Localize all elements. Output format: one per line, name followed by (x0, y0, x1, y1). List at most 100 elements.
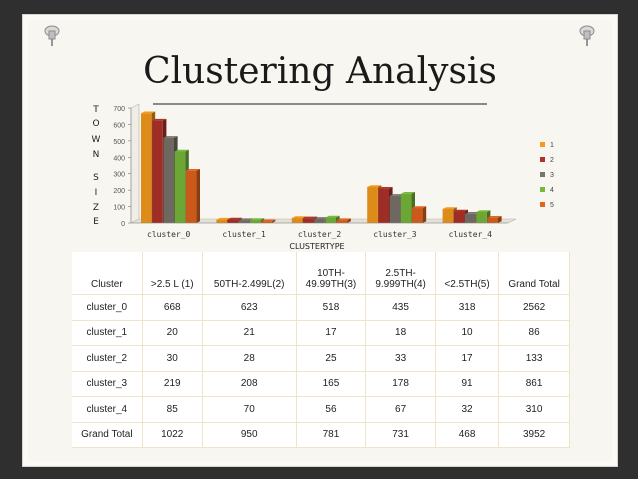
table-header-cell: <2.5TH(5) (435, 252, 500, 295)
bar (367, 187, 378, 223)
bar (465, 213, 476, 223)
table-cell: Grand Total (72, 422, 143, 448)
x-tick-label: cluster_2 (298, 230, 342, 239)
table-cell: 435 (365, 294, 436, 321)
bar (336, 220, 348, 223)
y-axis-label-letter: T (92, 105, 99, 115)
legend-label: 4 (550, 187, 554, 194)
y-axis-label-letter: S (93, 173, 99, 183)
table-cell: 2562 (498, 294, 570, 321)
table-header-cell: 10TH- 49.99TH(3) (296, 252, 367, 295)
bar (412, 208, 423, 223)
table-cell: 25 (296, 345, 367, 372)
table-row: cluster_2 30 28 25 33 17 133 (72, 345, 570, 372)
y-tick-label: 100 (113, 205, 125, 212)
bar (453, 211, 465, 223)
table-cell: 468 (435, 422, 500, 448)
table-header-cell: 50TH-2.499L(2) (202, 252, 297, 295)
bar (400, 193, 412, 223)
x-axis-label: CLUSTERTYPE (289, 242, 344, 251)
legend-label: 3 (550, 172, 554, 179)
table-cell: 86 (498, 320, 570, 346)
title-divider (153, 103, 487, 105)
y-tick-label: 600 (113, 122, 125, 129)
y-axis-label-letter: Z (93, 203, 99, 213)
table-cell: 133 (498, 345, 570, 372)
slide-title: Clustering Analysis (143, 51, 497, 92)
table-header-cell: >2.5 L (1) (142, 252, 203, 295)
table-cell: cluster_2 (72, 345, 143, 372)
bar-top (476, 210, 491, 212)
bar (325, 217, 336, 223)
table-cell: 3952 (498, 422, 570, 448)
bar (216, 219, 227, 223)
bar-top (185, 168, 200, 171)
table-cell: 178 (365, 371, 436, 397)
chart-side-wall (130, 103, 140, 224)
table-cell: 318 (435, 294, 500, 321)
bar-top (174, 149, 189, 152)
bar-top (400, 191, 415, 194)
bar (163, 137, 174, 223)
data-table: Cluster >2.5 L (1) 50TH-2.499L(2) 10TH- 49.9… (72, 252, 570, 448)
bar-top (487, 215, 502, 218)
table-row: Grand Total 1022 950 781 731 468 3952 (72, 422, 570, 448)
bar (476, 211, 487, 223)
bar (238, 220, 250, 223)
table-row: cluster_4 85 70 56 67 32 310 (72, 396, 570, 423)
bar-top (141, 111, 156, 114)
y-axis-label-letter: N (93, 150, 100, 160)
y-axis-label-letter: E (93, 217, 99, 227)
bar (303, 218, 314, 223)
bar (442, 209, 454, 223)
table-cell: 17 (296, 320, 367, 346)
table-body: cluster_0 668 623 518 435 318 2562 cluster_1 20 2… (72, 294, 570, 448)
bar-side (196, 168, 200, 223)
bar-side (422, 206, 427, 223)
table-cell: cluster_0 (72, 294, 143, 321)
bar-top (314, 217, 329, 219)
bar (227, 219, 239, 223)
table-cell: 781 (296, 422, 367, 448)
table-cell: 518 (296, 294, 367, 321)
legend-swatch (540, 187, 545, 192)
legend-swatch (540, 157, 545, 162)
bar-top (227, 217, 242, 220)
bar-top (465, 212, 480, 214)
legend-swatch (540, 142, 545, 147)
bar (250, 220, 261, 223)
y-tick-label: 0 (121, 221, 125, 228)
y-tick-label: 700 (113, 106, 125, 113)
legend-swatch (540, 172, 545, 177)
bar-top (238, 218, 253, 221)
bar-top (378, 187, 393, 189)
bar-top (291, 216, 306, 219)
y-tick-label: 500 (113, 139, 125, 146)
bar-top (367, 185, 382, 188)
bar-side (271, 219, 276, 223)
bar-top (412, 206, 427, 209)
table-cell: 28 (202, 345, 297, 372)
table-cell: 21 (202, 320, 297, 346)
legend-label: 2 (550, 157, 554, 164)
x-tick-label: cluster_0 (147, 230, 191, 239)
table-cell: 310 (498, 396, 570, 423)
legend-swatch (540, 202, 545, 207)
bar-top (152, 118, 167, 121)
table-cell: 165 (296, 371, 367, 397)
table-cell: 668 (142, 294, 203, 321)
pushpin-icon (579, 25, 595, 46)
table-cell: 623 (202, 294, 297, 321)
pushpin-icon (44, 25, 60, 46)
table-cell: 219 (142, 371, 203, 397)
table-header-row: Cluster >2.5 L (1) 50TH-2.499L(2) 10TH- 49.9… (72, 252, 570, 295)
bar (141, 113, 152, 223)
table-header-cell: Cluster (72, 252, 143, 295)
legend-label: 5 (550, 202, 554, 209)
bar-top (216, 217, 231, 220)
table-cell: cluster_4 (72, 396, 143, 423)
table-cell: 861 (498, 371, 570, 397)
bar-top (453, 209, 468, 212)
table-cell: 1022 (142, 422, 203, 448)
